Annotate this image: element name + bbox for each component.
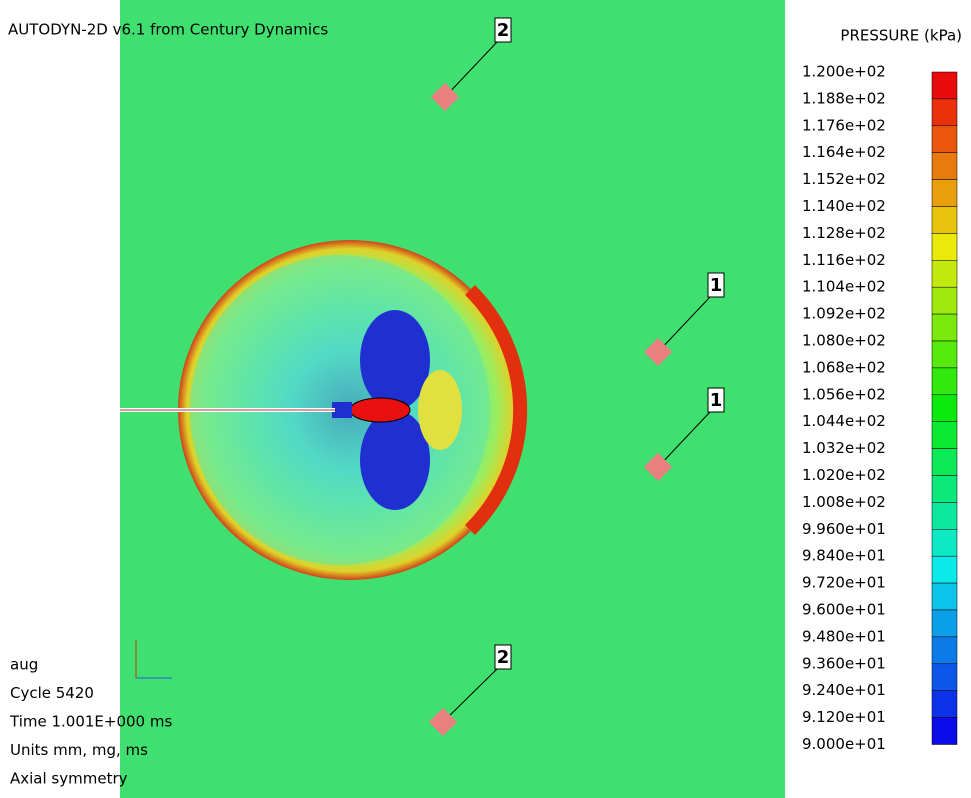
title: AUTODYN-2D v6.1 from Century Dynamics [8, 21, 328, 39]
gauge-box [707, 387, 725, 413]
colorbar-band [931, 367, 958, 396]
colorbar-label: 9.600e+01 [802, 601, 886, 619]
colorbar-band [931, 340, 958, 369]
colorbar-label: 1.032e+02 [802, 439, 886, 457]
colorbar-band [931, 663, 958, 691]
colorbar-band [931, 179, 958, 207]
axes-triad [135, 640, 172, 679]
colorbar-band [931, 717, 958, 745]
colorbar-band [931, 502, 958, 530]
colorbar-label: 9.960e+01 [802, 520, 886, 538]
colorbar-band [931, 313, 958, 342]
gauge-marker [643, 452, 673, 482]
colorbar-label: 9.840e+01 [802, 547, 886, 565]
colorbar-band [931, 609, 958, 638]
colorbar-label: 1.044e+02 [802, 412, 886, 430]
gauge-box [494, 17, 512, 43]
info-line: Cycle 5420 [10, 684, 94, 702]
colorbar-band [931, 636, 958, 665]
colorbar-label: 1.164e+02 [802, 143, 886, 161]
gauge-label: 1 [710, 390, 723, 411]
colorbar-band [931, 448, 958, 476]
colorbar-label: 1.104e+02 [802, 278, 886, 296]
colorbar-band [931, 394, 958, 422]
colorbar-band [931, 555, 958, 584]
colorbar-label: 9.120e+01 [802, 708, 886, 726]
colorbar-label: 1.116e+02 [802, 251, 886, 269]
colorbar-band [931, 98, 958, 127]
colorbar-label: 9.000e+01 [802, 735, 886, 753]
info-line: Units mm, mg, ms [10, 741, 148, 759]
gauge-marker [428, 707, 458, 737]
colorbar-label: 1.008e+02 [802, 493, 886, 511]
gauge-leader [657, 411, 711, 468]
colorbar-band [931, 421, 958, 449]
colorbar-label: 9.480e+01 [802, 627, 886, 645]
colorbar-band [931, 206, 958, 234]
margin [0, 0, 120, 798]
colorbar-band [931, 152, 958, 180]
gauge-leader [442, 668, 498, 723]
colorbar-band [931, 582, 958, 611]
gauge-marker [643, 337, 673, 367]
colorbar-label: 1.176e+02 [802, 116, 886, 134]
colorbar-label: 1.092e+02 [802, 305, 886, 323]
colorbar-label: 1.020e+02 [802, 466, 886, 484]
gauge-label: 1 [710, 275, 723, 296]
colorbar-label: 1.200e+02 [802, 63, 886, 81]
gauge-leader [657, 296, 711, 353]
colorbar-label: 1.080e+02 [802, 332, 886, 350]
colorbar-label: 1.140e+02 [802, 197, 886, 215]
colorbar-band [931, 71, 958, 100]
colorbar-label: 9.240e+01 [802, 681, 886, 699]
colorbar-label: 1.068e+02 [802, 358, 886, 376]
gauge-label: 2 [497, 20, 510, 41]
info-line: Time 1.001E+000 ms [9, 713, 172, 731]
colorbar-band [931, 125, 958, 153]
blast-wave [0, 240, 528, 580]
colorbar-band [931, 690, 958, 718]
colorbar-label: 1.188e+02 [802, 89, 886, 107]
colorbar-band [931, 286, 958, 315]
colorbar-label: 1.152e+02 [802, 170, 886, 188]
colorbar-band [931, 475, 958, 503]
colorbar-label: 9.360e+01 [802, 654, 886, 672]
colorbar-label: 9.720e+01 [802, 574, 886, 592]
colorbar-label: 1.056e+02 [802, 385, 886, 403]
info-line: aug [10, 656, 38, 674]
info-line: Axial symmetry [10, 770, 128, 788]
gauge-label: 2 [497, 647, 510, 668]
gauge-box [494, 644, 512, 670]
gauge-leader [444, 41, 498, 98]
colorbar-band [931, 529, 958, 557]
colorbar-label: 1.128e+02 [802, 224, 886, 242]
legend-title: PRESSURE (kPa) [840, 27, 962, 45]
gauge-box [707, 272, 725, 298]
colorbar-band [931, 260, 958, 288]
colorbar-band [931, 233, 958, 261]
